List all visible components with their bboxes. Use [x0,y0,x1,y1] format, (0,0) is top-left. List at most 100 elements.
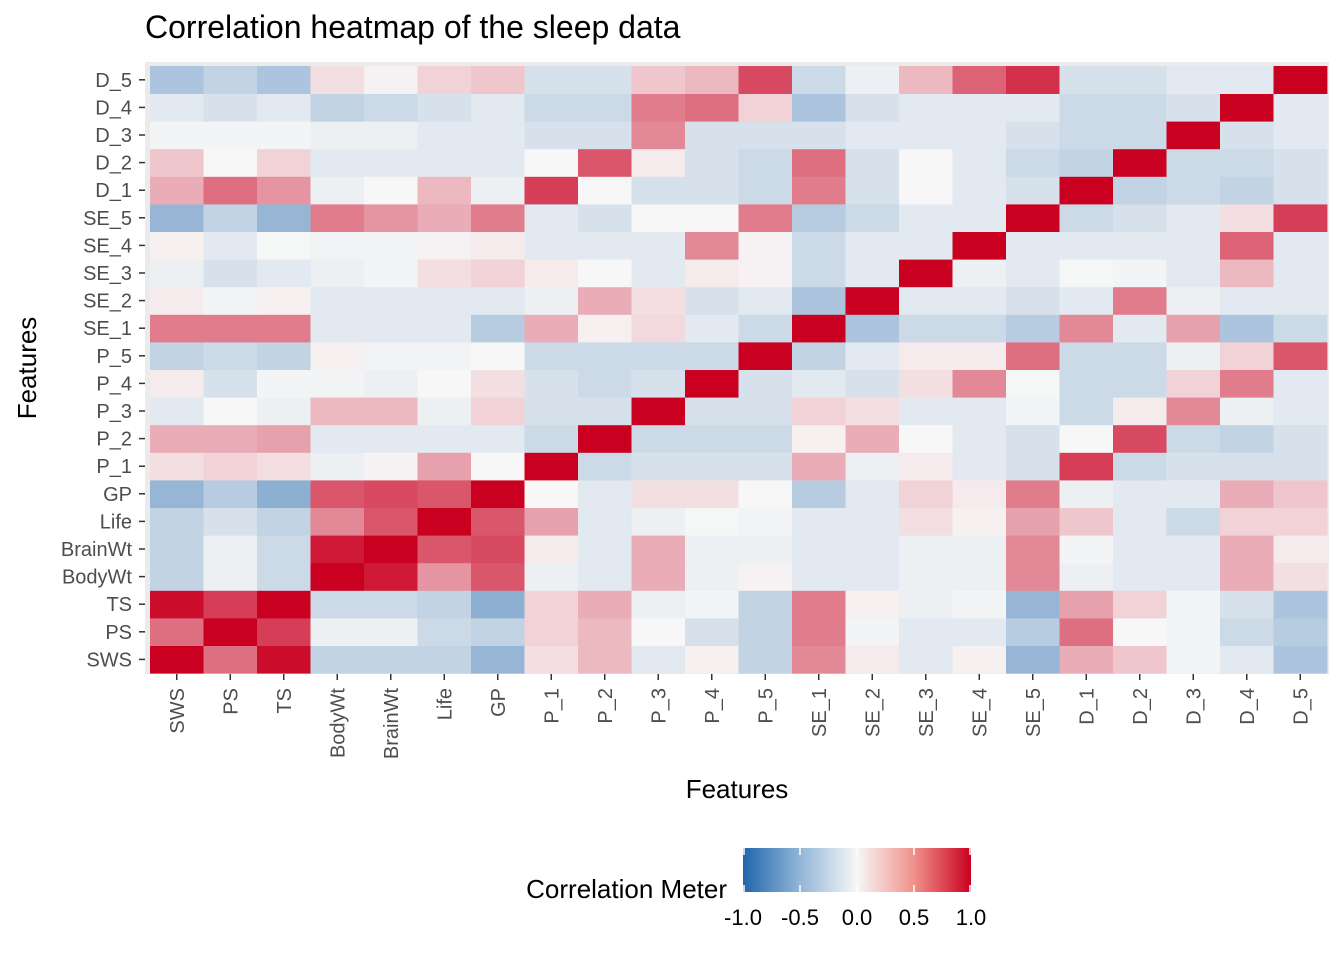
heatmap-cell [417,93,472,122]
heatmap-cell [310,397,365,426]
heatmap-cell [631,424,686,453]
heatmap-cell [471,259,525,288]
heatmap-cell [899,507,953,536]
heatmap-cell [310,618,365,646]
chart-title: Correlation heatmap of the sleep data [145,9,681,45]
heatmap-cell [524,590,579,619]
heatmap-cell [952,204,1007,232]
heatmap-cell [257,369,311,398]
heatmap-cell [417,176,472,205]
heatmap-cell [1006,535,1060,564]
heatmap-cell [578,66,632,94]
heatmap-cell [203,204,258,232]
heatmap-cell [524,314,579,343]
heatmap-cell [631,66,686,94]
heatmap-cell [1220,645,1274,674]
heatmap-cell [257,618,311,646]
heatmap-cell [150,645,204,674]
heatmap-cell [417,148,472,177]
y-tick-label: P_2 [96,429,132,451]
heatmap-cell [310,286,365,315]
heatmap-cell [1059,66,1114,94]
heatmap-cell [899,424,953,453]
heatmap-cell [310,452,365,481]
heatmap-cell [578,93,632,122]
heatmap-cell [364,562,418,591]
heatmap-cell [310,424,365,453]
y-tick-label: P_5 [96,346,132,368]
heatmap-cell [578,342,632,370]
heatmap-cell [364,66,418,94]
heatmap-cell [1059,452,1114,481]
heatmap-cell [150,204,204,232]
x-tick-label: P_1 [541,688,563,724]
heatmap-cell [792,176,846,205]
heatmap-cell [203,590,258,619]
heatmap-cell [1273,397,1328,426]
heatmap-cell [364,618,418,646]
heatmap-cell [1059,314,1114,343]
heatmap-cell [899,121,953,150]
heatmap-cell [364,204,418,232]
heatmap-cell [417,618,472,646]
heatmap-cell [738,66,793,94]
heatmap-cell [685,121,739,150]
heatmap-cell [1006,618,1060,646]
heatmap-cell [1006,148,1060,177]
x-tick-label: TS [274,688,296,714]
heatmap-cell [685,66,739,94]
heatmap-cell [524,259,579,288]
heatmap-cell [150,259,204,288]
heatmap-cell [1059,231,1114,260]
heatmap-cell [524,93,579,122]
heatmap-cell [899,590,953,619]
heatmap-cell [364,314,418,343]
heatmap-cell [899,645,953,674]
heatmap-cell [631,618,686,646]
heatmap-cell [310,231,365,260]
heatmap-cell [471,424,525,453]
heatmap-cell [257,535,311,564]
heatmap-cell [203,259,258,288]
heatmap-cell [952,286,1007,315]
heatmap-cell [1166,645,1221,674]
heatmap-cell [310,480,365,508]
x-axis-ticks: SWS PS TS BodyWt BrainWt Life GP P_1 P_2 P_3 P_4 P_… [167,674,1312,759]
heatmap-cell [150,480,204,508]
heatmap-cell [203,618,258,646]
heatmap-cell [1166,480,1221,508]
heatmap-cell [899,480,953,508]
heatmap-cell [417,231,472,260]
heatmap-cell [1006,314,1060,343]
heatmap-cell [257,259,311,288]
heatmap-cell [1220,424,1274,453]
heatmap-cell [845,121,900,150]
heatmap-cell [792,286,846,315]
heatmap-cell [899,148,953,177]
heatmap-cell [952,93,1007,122]
heatmap-cell [1006,286,1060,315]
heatmap-cell [310,369,365,398]
heatmap-cell [150,231,204,260]
heatmap-cell [1220,259,1274,288]
heatmap-cell [417,259,472,288]
heatmap-cell [738,204,793,232]
heatmap-cell [203,176,258,205]
heatmap-cell [1220,507,1274,536]
heatmap-cell [578,535,632,564]
heatmap-cell [1113,121,1167,150]
heatmap-cell [578,369,632,398]
heatmap-cell [899,618,953,646]
y-tick-label: SE_2 [83,291,132,313]
heatmap-cell [792,148,846,177]
heatmap-cell [578,204,632,232]
heatmap-cell [524,204,579,232]
x-tick-label: P_5 [755,688,777,724]
heatmap-cell [1220,618,1274,646]
x-tick-label: D_3 [1183,688,1205,725]
heatmap-cell [471,121,525,150]
heatmap-cell [1220,231,1274,260]
heatmap-cell [524,66,579,94]
heatmap-cell [899,176,953,205]
heatmap-cell [738,148,793,177]
